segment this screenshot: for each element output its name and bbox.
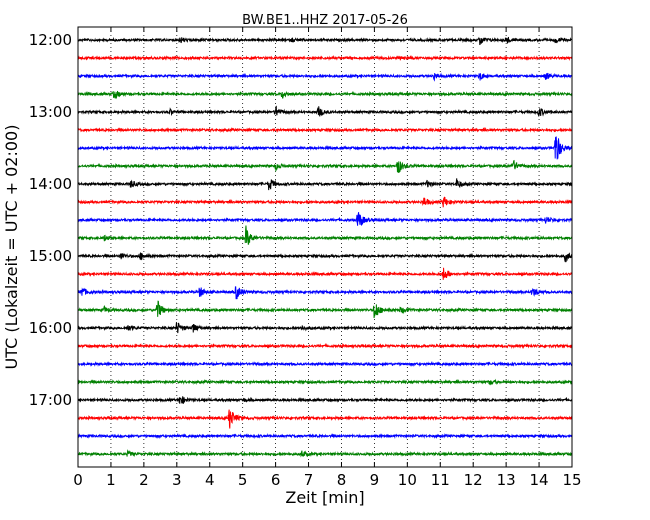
x-tick-label-11: 11 xyxy=(431,471,450,489)
trace-1245 xyxy=(77,90,573,100)
y-axis-ticks: 12:00 13:00 14:00 15:00 16:00 17:00 xyxy=(29,31,83,409)
trace-1200 xyxy=(77,36,573,46)
y-tick-label-4: 16:00 xyxy=(29,319,72,337)
x-tick-label-13: 13 xyxy=(497,471,516,489)
x-tick-label-8: 8 xyxy=(337,471,347,489)
trace-1300 xyxy=(77,105,573,117)
trace-1730 xyxy=(77,433,573,439)
vertical-grid xyxy=(110,27,540,467)
trace-1700 xyxy=(77,396,573,405)
trace-1500 xyxy=(77,252,573,263)
trace-1630 xyxy=(77,361,573,368)
trace-1215 xyxy=(77,54,573,62)
x-tick-label-10: 10 xyxy=(398,471,417,489)
x-tick-label-1: 1 xyxy=(106,471,116,489)
trace-1430 xyxy=(77,212,573,226)
x-tick-label-12: 12 xyxy=(464,471,483,489)
trace-1315 xyxy=(77,126,573,133)
x-tick-label-14: 14 xyxy=(530,471,549,489)
trace-1745 xyxy=(77,449,573,458)
trace-1545 xyxy=(77,300,573,319)
x-axis-ticks: 0 1 2 3 4 5 6 7 8 9 10 11 12 13 14 15 xyxy=(73,27,582,489)
x-tick-label-9: 9 xyxy=(370,471,380,489)
trace-1230 xyxy=(77,72,573,82)
y-tick-label-2: 14:00 xyxy=(29,175,72,193)
trace-1415 xyxy=(77,196,573,208)
x-tick-label-3: 3 xyxy=(172,471,182,489)
trace-1345 xyxy=(77,159,573,173)
trace-1400 xyxy=(77,178,573,191)
y-tick-label-5: 17:00 xyxy=(29,391,72,409)
x-tick-label-4: 4 xyxy=(205,471,215,489)
x-tick-label-5: 5 xyxy=(238,471,248,489)
trace-1530 xyxy=(77,286,573,300)
trace-1445 xyxy=(77,225,573,245)
x-tick-label-7: 7 xyxy=(304,471,314,489)
y-tick-label-1: 13:00 xyxy=(29,103,72,121)
x-tick-label-15: 15 xyxy=(562,471,581,489)
trace-1615 xyxy=(77,342,573,349)
trace-1645 xyxy=(77,378,573,386)
y-tick-label-0: 12:00 xyxy=(29,31,72,49)
seismic-traces xyxy=(77,36,573,458)
x-tick-label-0: 0 xyxy=(73,471,83,489)
plot-frame xyxy=(77,26,573,468)
y-axis-label: UTC (Lokalzeit = UTC + 02:00) xyxy=(2,125,21,370)
x-tick-label-2: 2 xyxy=(139,471,149,489)
trace-1715 xyxy=(77,409,573,429)
trace-1515 xyxy=(77,267,573,280)
chart-title: BW.BE1..HHZ 2017-05-26 xyxy=(242,13,408,28)
trace-1600 xyxy=(77,322,573,334)
x-axis-label: Zeit [min] xyxy=(285,488,364,507)
y-tick-label-3: 15:00 xyxy=(29,247,72,265)
x-tick-label-6: 6 xyxy=(271,471,281,489)
trace-1330 xyxy=(77,136,573,160)
